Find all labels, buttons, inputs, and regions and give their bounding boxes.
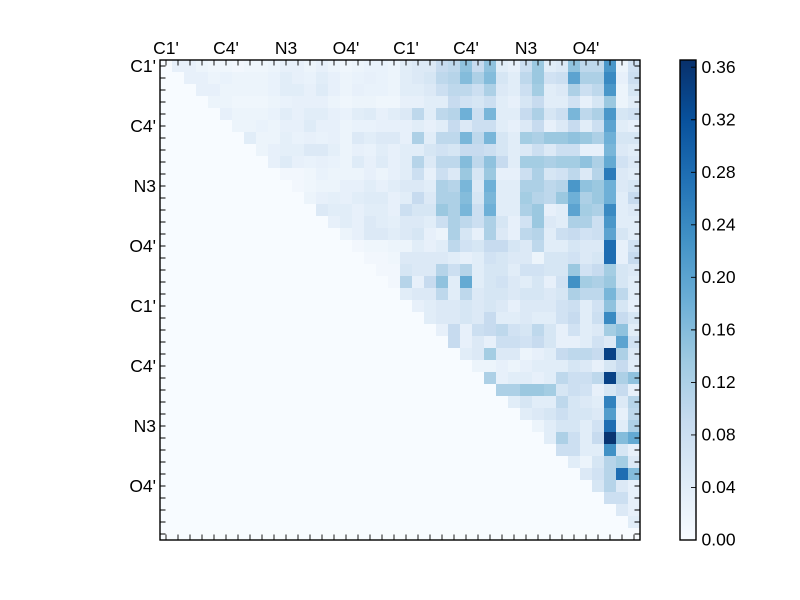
svg-text:0.32: 0.32 <box>702 109 736 129</box>
svg-text:N3: N3 <box>134 176 156 196</box>
svg-text:0.04: 0.04 <box>702 477 736 497</box>
svg-text:0.20: 0.20 <box>702 267 736 287</box>
svg-text:0.16: 0.16 <box>702 320 736 340</box>
svg-text:N3: N3 <box>515 38 537 58</box>
svg-text:O4': O4' <box>333 38 360 58</box>
svg-text:0.28: 0.28 <box>702 162 736 182</box>
svg-text:C1': C1' <box>393 38 419 58</box>
svg-text:C4': C4' <box>130 116 156 136</box>
svg-text:C1': C1' <box>130 296 156 316</box>
svg-text:O4': O4' <box>573 38 600 58</box>
svg-text:C4': C4' <box>213 38 239 58</box>
svg-text:0.12: 0.12 <box>702 372 736 392</box>
svg-text:0.36: 0.36 <box>702 57 736 77</box>
svg-text:C4': C4' <box>453 38 479 58</box>
svg-text:O4': O4' <box>129 236 156 256</box>
svg-text:O4': O4' <box>129 476 156 496</box>
svg-text:0.00: 0.00 <box>702 530 736 550</box>
svg-text:C1': C1' <box>130 56 156 76</box>
svg-text:N3: N3 <box>275 38 297 58</box>
svg-text:C4': C4' <box>130 356 156 376</box>
svg-text:0.24: 0.24 <box>702 214 736 234</box>
svg-text:C1': C1' <box>153 38 179 58</box>
svg-text:N3: N3 <box>134 416 156 436</box>
svg-text:0.08: 0.08 <box>702 425 736 445</box>
